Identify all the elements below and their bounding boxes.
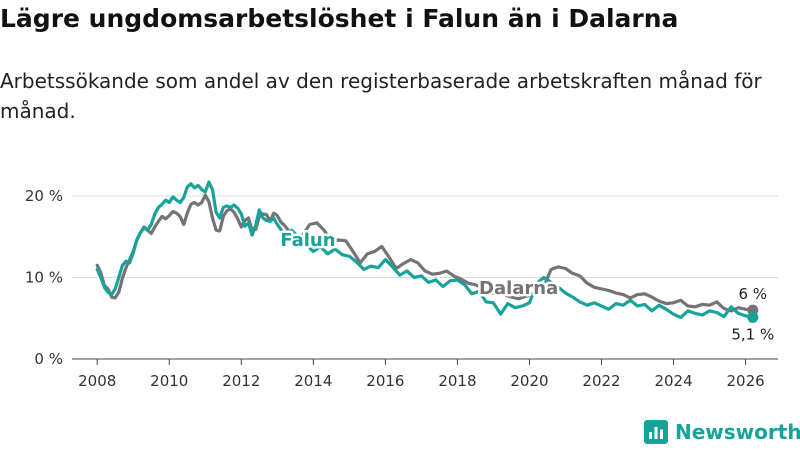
y-tick-label: 0 % bbox=[34, 350, 63, 368]
x-tick-label: 2018 bbox=[438, 372, 476, 390]
end-value-label-dalarna: 6 % bbox=[738, 285, 767, 303]
series-name-label-dalarna: Dalarna bbox=[479, 278, 558, 299]
x-tick-label: 2008 bbox=[78, 372, 116, 390]
x-tick-label: 2026 bbox=[726, 372, 764, 390]
x-tick-label: 2022 bbox=[582, 372, 620, 390]
x-tick-label: 2020 bbox=[510, 372, 548, 390]
end-point-falun bbox=[747, 311, 759, 323]
x-tick-label: 2012 bbox=[222, 372, 260, 390]
y-tick-label: 10 % bbox=[25, 269, 63, 287]
chart-subtitle: Arbetssökande som andel av den registerb… bbox=[0, 69, 762, 123]
series-lines bbox=[95, 180, 759, 323]
series-line-dalarna bbox=[95, 193, 755, 313]
y-tick-label: 20 % bbox=[25, 187, 63, 205]
bar-chart-logo-icon bbox=[644, 420, 668, 444]
x-tick-label: 2016 bbox=[366, 372, 404, 390]
x-tick-label: 2010 bbox=[150, 372, 188, 390]
chart-title: Lägre ungdomsarbetslöshet i Falun än i D… bbox=[0, 4, 679, 33]
series-labels: 6 % 5,1 % Falun Dalarna bbox=[278, 228, 774, 344]
end-value-label-falun: 5,1 % bbox=[731, 325, 774, 343]
axes: 0 % 10 % 20 % 2008 2010 2012 2014 2016 2018 2020 2… bbox=[25, 187, 765, 390]
brand-name: Newsworthy bbox=[675, 420, 800, 444]
newsworthy-logo[interactable]: Newsworthy bbox=[643, 418, 800, 446]
series-name-label-falun: Falun bbox=[280, 230, 335, 251]
x-tick-label: 2024 bbox=[654, 372, 692, 390]
x-tick-label: 2014 bbox=[294, 372, 332, 390]
series-line-falun bbox=[95, 180, 755, 319]
